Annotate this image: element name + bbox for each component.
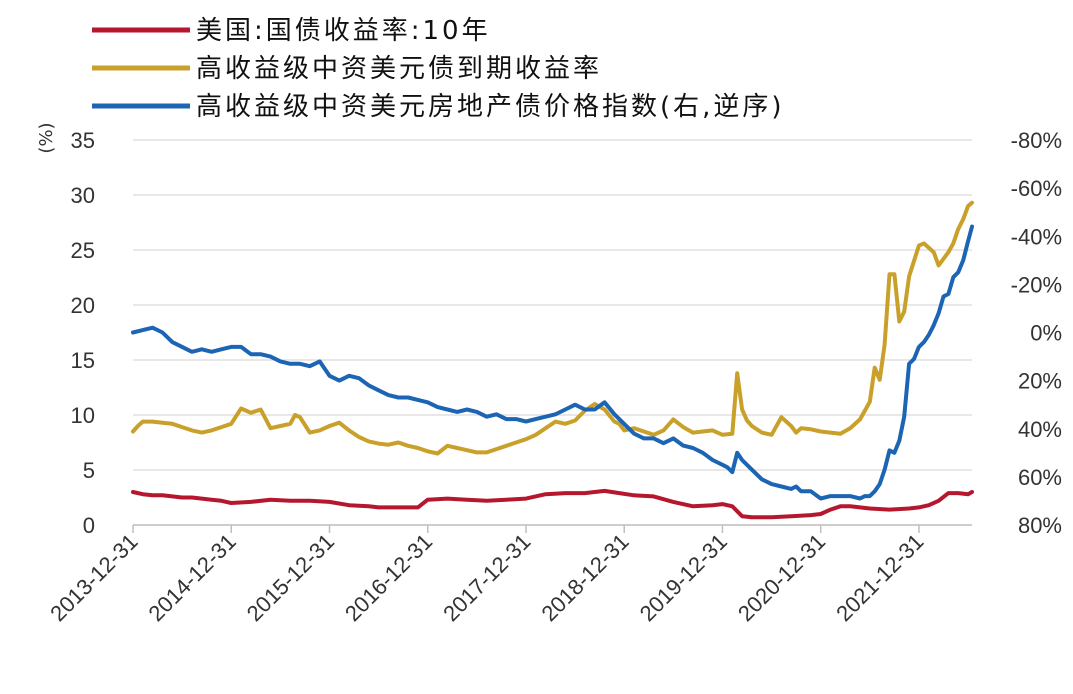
x-axis: 2013-12-31 2014-12-31 2015-12-31 2016-12-31…	[45, 524, 972, 626]
grid-lines	[133, 139, 972, 526]
series-line-1	[131, 488, 974, 520]
left-axis: 0 5 10 15 20 25 30 35	[71, 128, 95, 538]
y-right-tick-label: 40%	[1018, 417, 1062, 442]
legend-label-3: 高收益级中资美元房地产债价格指数(右,逆序)	[196, 92, 785, 122]
y-right-tick-label: 0%	[1030, 321, 1062, 346]
series-line-3	[131, 224, 974, 501]
y-left-tick-label: 25	[71, 238, 95, 263]
y-right-tick-label: 80%	[1018, 513, 1062, 538]
x-tick-label: 2020-12-31	[733, 529, 830, 626]
x-tick-label: 2013-12-31	[45, 529, 142, 626]
series-lines	[131, 200, 974, 520]
y-right-tick-label: -20%	[1011, 272, 1062, 297]
y-right-tick-label: 60%	[1018, 465, 1062, 490]
y-left-tick-label: 0	[83, 513, 95, 538]
y-left-tick-label: 20	[71, 293, 95, 318]
y-left-tick-label: 5	[83, 458, 95, 483]
y-right-tick-label: -60%	[1011, 176, 1062, 201]
y-left-tick-label: 10	[71, 403, 95, 428]
series-line-2	[131, 200, 974, 456]
x-tick-label: 2015-12-31	[242, 529, 339, 626]
x-tick-label: 2021-12-31	[831, 529, 928, 626]
x-tick-label: 2018-12-31	[536, 529, 633, 626]
y-left-tick-label: 35	[71, 128, 95, 153]
x-tick-label: 2016-12-31	[340, 529, 437, 626]
right-axis: 80% 60% 40% 20% 0% -20% -40% -60% -80%	[1011, 128, 1062, 538]
legend-label-2: 高收益级中资美元债到期收益率	[196, 54, 602, 84]
y-right-tick-label: -40%	[1011, 224, 1062, 249]
left-axis-unit: (%)	[36, 122, 57, 153]
legend: 美国:国债收益率:10年高收益级中资美元债到期收益率高收益级中资美元房地产债价格…	[92, 16, 785, 122]
y-left-tick-label: 30	[71, 183, 95, 208]
x-tick-label: 2014-12-31	[144, 529, 241, 626]
y-right-tick-label: -80%	[1011, 128, 1062, 153]
legend-label-1: 美国:国债收益率:10年	[196, 16, 491, 46]
y-right-tick-label: 20%	[1018, 369, 1062, 394]
x-tick-label: 2017-12-31	[438, 529, 535, 626]
x-tick-label: 2019-12-31	[635, 529, 732, 626]
y-left-tick-label: 15	[71, 348, 95, 373]
